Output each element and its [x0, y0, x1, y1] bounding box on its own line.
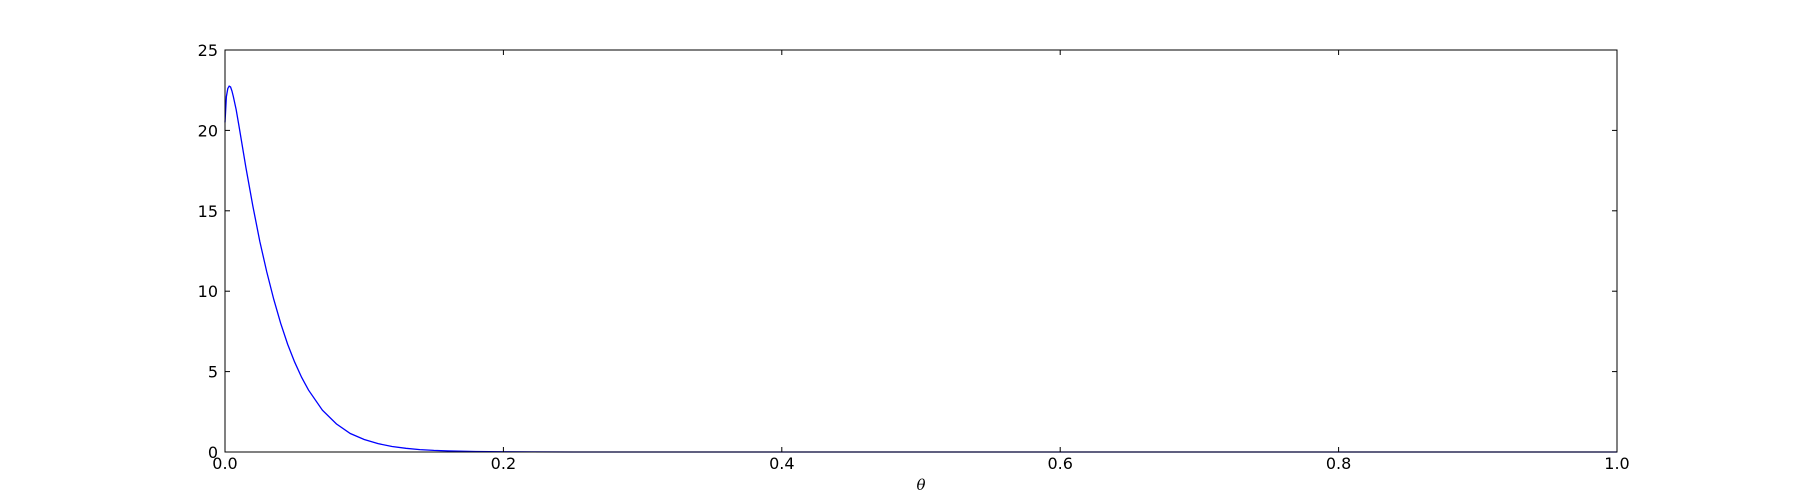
x-tick-label: 0.6 — [1047, 454, 1072, 473]
y-tick-label: 20 — [198, 121, 218, 140]
y-tick-label: 25 — [198, 41, 218, 60]
y-tick-label: 10 — [198, 282, 218, 301]
x-tick-label: 0.0 — [212, 454, 237, 473]
y-tick-label: 15 — [198, 202, 218, 221]
series-line-0 — [224, 85, 1617, 453]
axes: 0.0 0.2 0.4 0.6 0.8 1.0 0 5 10 15 20 25 — [198, 41, 1630, 473]
x-tick-label: 0.4 — [769, 454, 794, 473]
x-tick-label: 0.8 — [1326, 454, 1351, 473]
y-tick-label: 0 — [208, 443, 218, 462]
y-tick-label: 5 — [208, 363, 218, 382]
x-axis-label: θ — [916, 476, 925, 494]
plot-frame — [224, 49, 1618, 453]
plot-area — [224, 85, 1617, 453]
x-tick-label: 1.0 — [1604, 454, 1629, 473]
x-tick-label: 0.2 — [491, 454, 516, 473]
